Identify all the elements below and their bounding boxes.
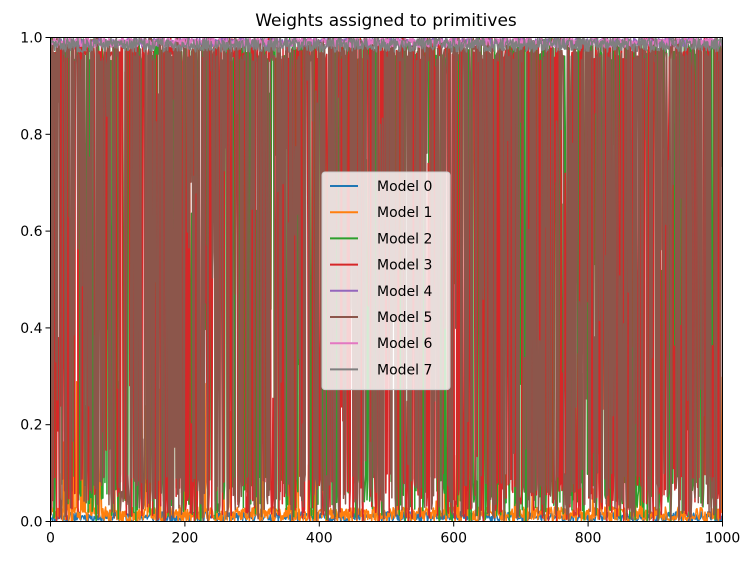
legend-box xyxy=(321,171,451,391)
x-tick-label: 400 xyxy=(306,531,333,547)
y-tick-label: 1.0 xyxy=(20,31,42,47)
series-line-model-1 xyxy=(50,375,723,522)
y-tick-label: 0.4 xyxy=(20,321,42,337)
legend-label: Model 1 xyxy=(377,205,432,221)
x-axis: 0 200 400 600 800 1000 xyxy=(46,521,741,547)
legend-label: Model 6 xyxy=(377,336,432,352)
plot-frame xyxy=(50,37,723,522)
x-tick-label: 1000 xyxy=(705,531,741,547)
legend-label: Model 0 xyxy=(377,179,432,195)
legend-label: Model 2 xyxy=(377,231,432,247)
legend: Model 0 Model 1 Model 2 Model 3 Model 4 Model… xyxy=(321,171,451,391)
y-tick-label: 0.0 xyxy=(20,515,42,531)
y-axis: 0.0 0.2 0.4 0.6 0.8 1.0 xyxy=(20,31,51,531)
legend-label: Model 7 xyxy=(377,362,432,378)
x-tick-label: 600 xyxy=(440,531,467,547)
y-tick-label: 0.2 xyxy=(20,418,42,434)
y-tick-label: 0.6 xyxy=(20,224,42,240)
x-tick-label: 800 xyxy=(575,531,602,547)
legend-label: Model 5 xyxy=(377,310,432,326)
series-line-model-7 xyxy=(50,37,723,53)
x-tick-label: 200 xyxy=(172,531,199,547)
legend-label: Model 3 xyxy=(377,258,432,274)
y-tick-label: 0.8 xyxy=(20,127,42,143)
x-tick-label: 0 xyxy=(46,531,55,547)
chart-title: Weights assigned to primitives xyxy=(255,11,517,31)
legend-label: Model 4 xyxy=(377,284,432,300)
